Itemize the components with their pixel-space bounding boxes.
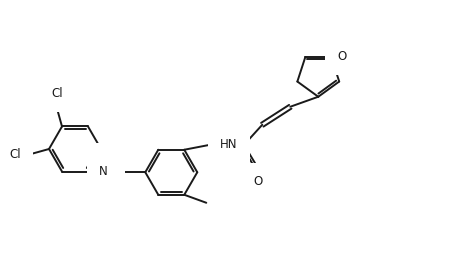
Text: Cl: Cl xyxy=(9,148,21,161)
Text: O: O xyxy=(337,51,346,64)
Text: HN: HN xyxy=(220,138,238,151)
Text: O: O xyxy=(104,155,113,168)
Text: Cl: Cl xyxy=(51,87,63,101)
Text: O: O xyxy=(253,175,263,188)
Text: N: N xyxy=(99,165,108,178)
